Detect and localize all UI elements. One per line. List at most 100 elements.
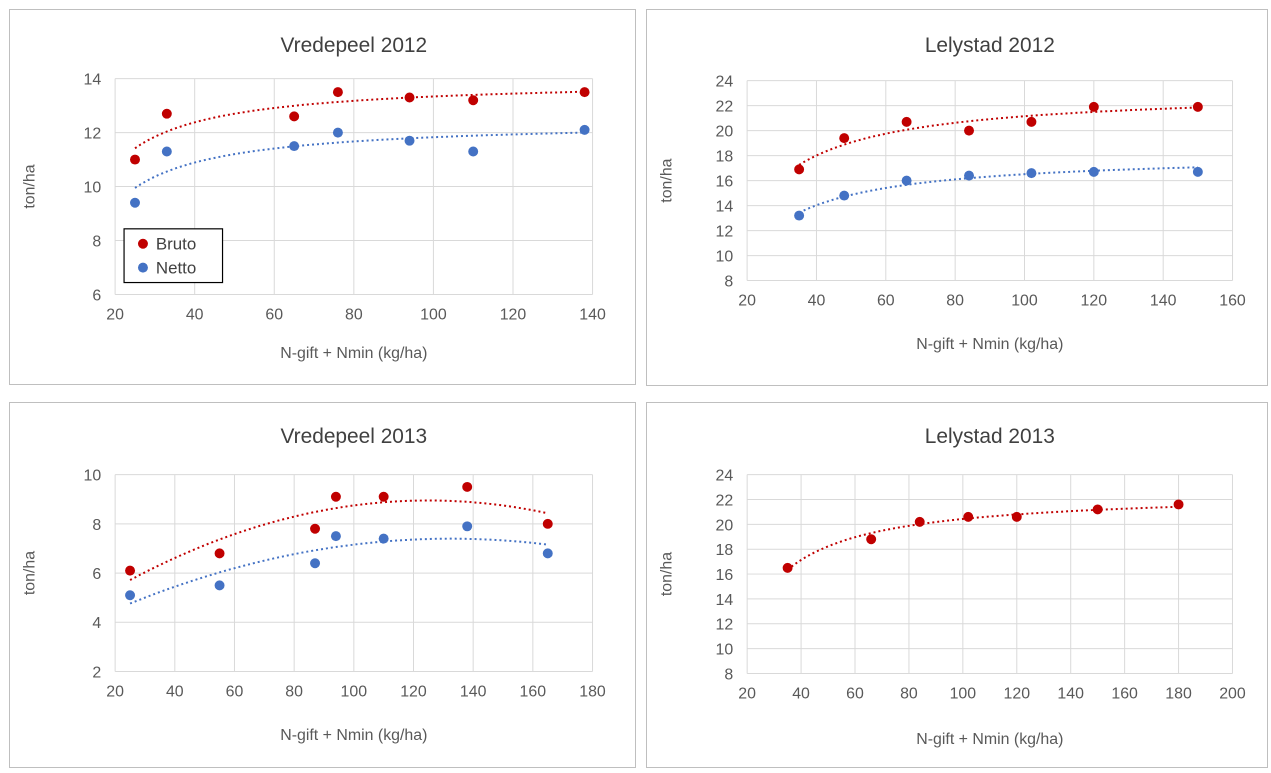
y-axis-label: ton/ha xyxy=(659,552,676,596)
data-point xyxy=(901,116,912,127)
y-axis-label: ton/ha xyxy=(22,551,39,595)
data-point xyxy=(130,154,140,165)
data-point xyxy=(1088,101,1099,112)
legend-label: Bruto xyxy=(156,235,196,254)
chart-title: Lelystad 2012 xyxy=(925,34,1055,57)
x-tick-label: 100 xyxy=(420,306,447,323)
x-axis-label: N-gift + Nmin (kg/ha) xyxy=(280,727,427,744)
y-tick-label: 24 xyxy=(716,468,734,485)
y-tick-label: 10 xyxy=(83,180,101,197)
x-tick-label: 60 xyxy=(226,683,244,700)
chart-title: Vredepeel 2012 xyxy=(281,34,428,57)
data-point xyxy=(330,491,341,502)
data-point xyxy=(579,87,590,98)
x-tick-label: 180 xyxy=(579,683,606,700)
y-tick-label: 8 xyxy=(92,233,101,250)
y-tick-label: 20 xyxy=(715,124,733,141)
y-tick-label: 10 xyxy=(716,642,734,659)
data-point xyxy=(866,534,877,545)
data-point xyxy=(1011,511,1022,522)
x-tick-label: 40 xyxy=(186,306,204,323)
data-point xyxy=(1088,166,1099,177)
y-tick-label: 12 xyxy=(715,224,733,241)
x-tick-label: 140 xyxy=(1057,685,1084,702)
trendline-netto xyxy=(134,131,585,189)
y-tick-label: 14 xyxy=(83,72,101,89)
x-tick-label: 120 xyxy=(500,306,527,323)
y-tick-label: 16 xyxy=(715,174,733,191)
chart-vredepeel-2013: Vredepeel 2013 20 40 60 80 100 120 140 160 180 2 4 6… xyxy=(9,402,636,768)
x-tick-label: 60 xyxy=(877,292,895,309)
x-tick-label: 120 xyxy=(1004,685,1031,702)
data-point xyxy=(462,481,473,492)
data-point xyxy=(914,516,925,527)
chart-lelystad-2013: Lelystad 2013 20 40 60 80 100 120 140 160 180 200 8… xyxy=(646,402,1268,768)
data-point xyxy=(404,92,415,103)
y-tick-label: 24 xyxy=(715,74,733,91)
y-tick-label: 14 xyxy=(715,199,733,216)
chart-svg: Vredepeel 2012 20 40 60 80 100 120 140 6 8 10 12 14 N… xyxy=(22,34,606,362)
chart-vredepeel-2012: Vredepeel 2012 20 40 60 80 100 120 140 6 8 10 12 14 N… xyxy=(9,9,636,385)
data-point xyxy=(468,95,479,106)
data-point xyxy=(289,141,300,152)
chart-title: Lelystad 2013 xyxy=(925,425,1055,448)
x-tick-label: 80 xyxy=(946,292,964,309)
y-tick-label: 8 xyxy=(92,517,101,534)
x-tick-label: 60 xyxy=(265,306,283,323)
trendline-bruto xyxy=(134,90,585,150)
data-point xyxy=(1173,499,1184,510)
data-point xyxy=(542,548,553,559)
y-tick-label: 4 xyxy=(92,615,101,632)
data-point xyxy=(901,175,912,186)
data-point xyxy=(1192,166,1203,177)
data-point xyxy=(332,87,343,98)
data-point xyxy=(214,580,225,591)
x-tick-label: 20 xyxy=(738,292,756,309)
legend-box xyxy=(123,228,224,284)
x-tick-label: 160 xyxy=(1111,685,1138,702)
data-point xyxy=(468,146,479,157)
x-tick-label: 80 xyxy=(900,685,918,702)
legend: Bruto Netto xyxy=(123,228,224,284)
x-tick-label: 40 xyxy=(792,685,810,702)
data-point xyxy=(839,190,850,201)
data-point xyxy=(130,197,140,208)
y-tick-label: 16 xyxy=(716,567,734,584)
x-axis-label: N-gift + Nmin (kg/ha) xyxy=(916,336,1063,353)
y-tick-label: 20 xyxy=(716,517,734,534)
data-point xyxy=(794,210,805,221)
data-point xyxy=(1092,504,1103,515)
data-point xyxy=(782,562,793,573)
data-point xyxy=(289,111,300,122)
trendline-series-1 xyxy=(129,537,548,605)
data-point xyxy=(378,491,389,502)
data-point xyxy=(125,590,136,601)
y-tick-label: 6 xyxy=(92,566,101,583)
data-point xyxy=(542,518,553,529)
y-tick-label: 6 xyxy=(92,287,101,304)
chart-svg: Lelystad 2013 20 40 60 80 100 120 140 160 180 200 8… xyxy=(659,425,1246,748)
x-tick-label: 100 xyxy=(1011,292,1038,309)
data-point xyxy=(1026,168,1037,179)
y-tick-label: 18 xyxy=(716,542,734,559)
data-point xyxy=(404,135,415,146)
data-point xyxy=(214,548,225,559)
data-point xyxy=(579,124,590,135)
data-point xyxy=(310,523,321,534)
y-tick-label: 8 xyxy=(724,274,733,291)
y-tick-label: 18 xyxy=(715,149,733,166)
trendline-series-1 xyxy=(798,166,1198,214)
x-tick-label: 20 xyxy=(738,685,756,702)
y-tick-label: 2 xyxy=(92,664,101,681)
x-tick-label: 180 xyxy=(1165,685,1192,702)
x-tick-label: 100 xyxy=(341,683,368,700)
y-tick-label: 22 xyxy=(716,492,734,509)
data-point xyxy=(462,521,473,532)
x-tick-label: 140 xyxy=(460,683,487,700)
y-tick-label: 10 xyxy=(715,249,733,266)
y-axis-label: ton/ha xyxy=(659,158,676,202)
data-point xyxy=(125,565,136,576)
legend-marker xyxy=(137,262,148,273)
chart-title: Vredepeel 2013 xyxy=(281,425,428,448)
x-tick-label: 140 xyxy=(579,306,606,323)
